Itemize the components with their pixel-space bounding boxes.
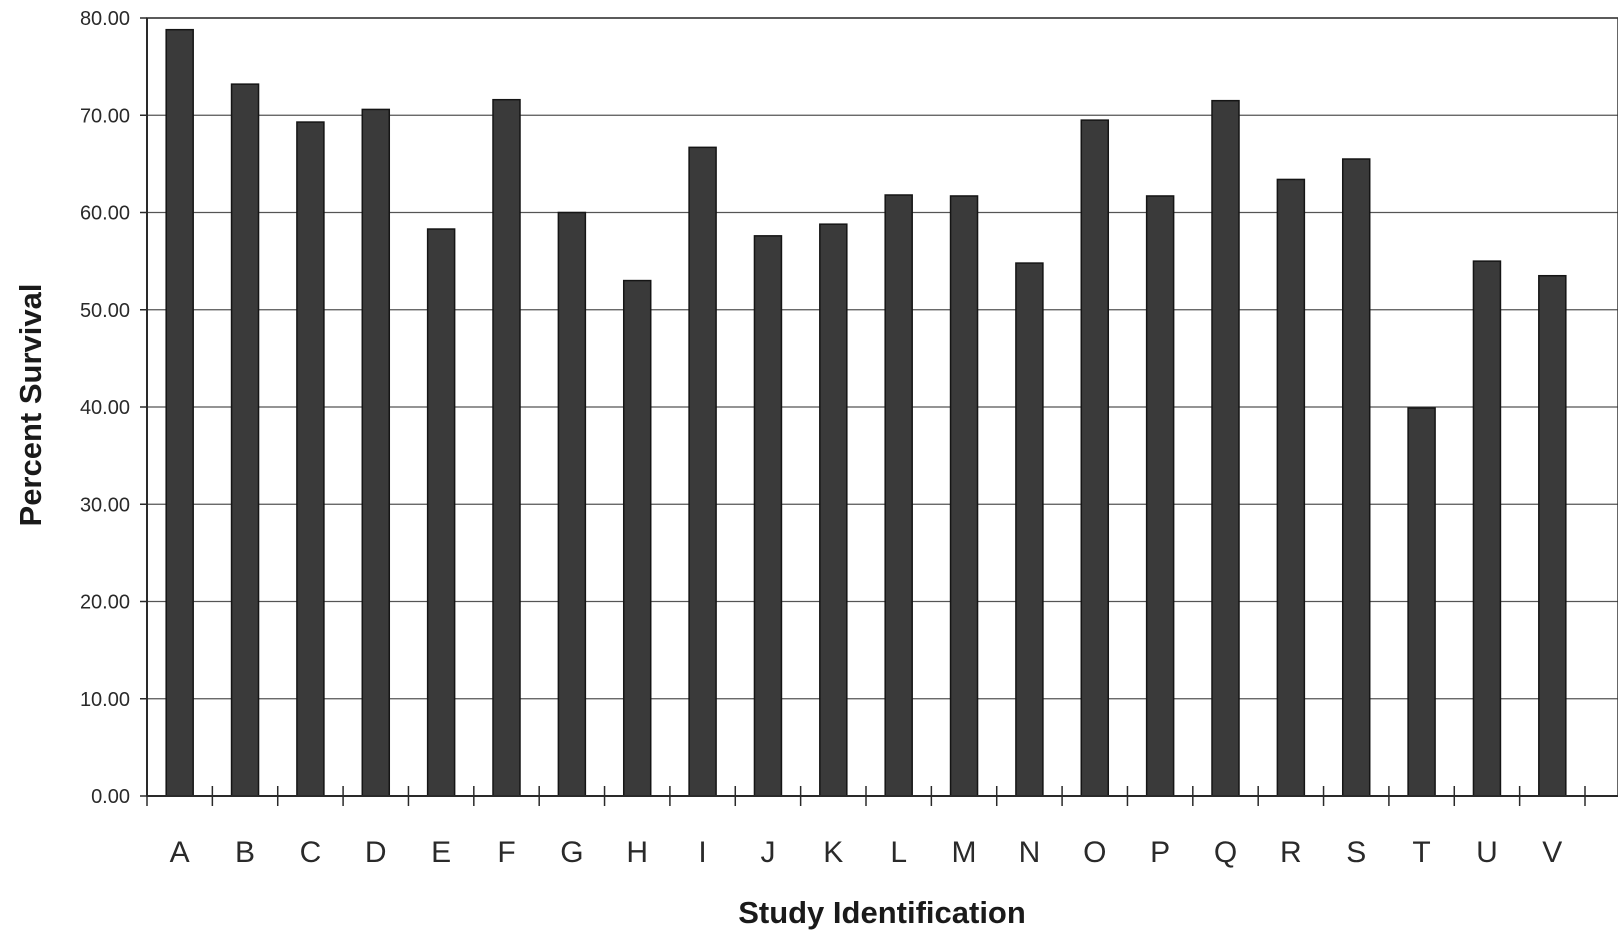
bar-T <box>1407 407 1436 797</box>
x-tick-label-K: K <box>823 836 843 869</box>
x-tick-label-N: N <box>1019 836 1041 869</box>
bar-S <box>1341 158 1371 797</box>
y-tick-label: 30.00 <box>80 494 130 516</box>
x-tick-label-A: A <box>170 836 190 869</box>
y-tick-label: 20.00 <box>80 592 130 614</box>
x-tick-label-J: J <box>760 836 775 869</box>
bar-F <box>492 98 521 797</box>
x-tick-label-T: T <box>1412 836 1430 869</box>
axes <box>140 17 1618 806</box>
y-tick-label: 0.00 <box>91 786 130 808</box>
bar-E <box>426 228 456 797</box>
bar-V <box>1538 274 1567 797</box>
y-tick-label: 40.00 <box>80 397 130 419</box>
bar-O <box>1080 119 1110 797</box>
y-tick-labels: 0.00 10.00 20.00 30.00 40.00 50.00 60.00 70.00 8… <box>80 8 130 808</box>
y-axis-title: Percent Survival <box>13 284 48 527</box>
x-tick-label-U: U <box>1476 836 1498 869</box>
x-tick-label-R: R <box>1280 836 1302 869</box>
x-tick-label-C: C <box>300 836 322 869</box>
bar-B <box>230 83 260 797</box>
x-tick-label-E: E <box>431 836 451 869</box>
x-tick-label-I: I <box>698 836 706 869</box>
x-tick-label-G: G <box>560 836 583 869</box>
x-tick-label-B: B <box>235 836 255 869</box>
bar-M <box>949 195 979 797</box>
y-tick-label: 50.00 <box>80 300 130 322</box>
bar-H <box>622 279 652 797</box>
gridlines <box>147 17 1618 700</box>
x-tick-labels: A B C D E F G H I J K L M N O P Q R S T U V <box>170 836 1563 869</box>
bar-D <box>361 108 391 797</box>
bar-J <box>753 235 783 797</box>
bar-P <box>1145 195 1175 797</box>
bar-Q <box>1211 99 1240 797</box>
bar-A <box>165 28 194 797</box>
x-tick-label-M: M <box>952 836 977 869</box>
x-tick-label-F: F <box>497 836 515 869</box>
y-tick-label: 80.00 <box>80 8 130 30</box>
x-tick-label-P: P <box>1150 836 1170 869</box>
x-tick-label-V: V <box>1542 836 1562 869</box>
bar-I <box>688 146 717 797</box>
x-tick-label-O: O <box>1083 836 1106 869</box>
bar-L <box>884 194 913 797</box>
bar-R <box>1276 178 1306 797</box>
x-tick-label-L: L <box>890 836 907 869</box>
x-tick-label-S: S <box>1346 836 1366 869</box>
x-axis-title: Study Identification <box>738 895 1026 930</box>
bar-N <box>1015 262 1044 797</box>
y-tick-label: 60.00 <box>80 203 130 225</box>
x-tick-label-Q: Q <box>1214 836 1237 869</box>
y-tick-label: 10.00 <box>80 689 130 711</box>
x-tick-label-H: H <box>626 836 648 869</box>
bar-G <box>557 211 587 797</box>
bars <box>165 28 1567 797</box>
bar-U <box>1472 260 1502 797</box>
bar-K <box>819 223 848 797</box>
bar-C <box>296 121 325 797</box>
y-tick-label: 70.00 <box>80 105 130 127</box>
x-tick-label-D: D <box>365 836 387 869</box>
